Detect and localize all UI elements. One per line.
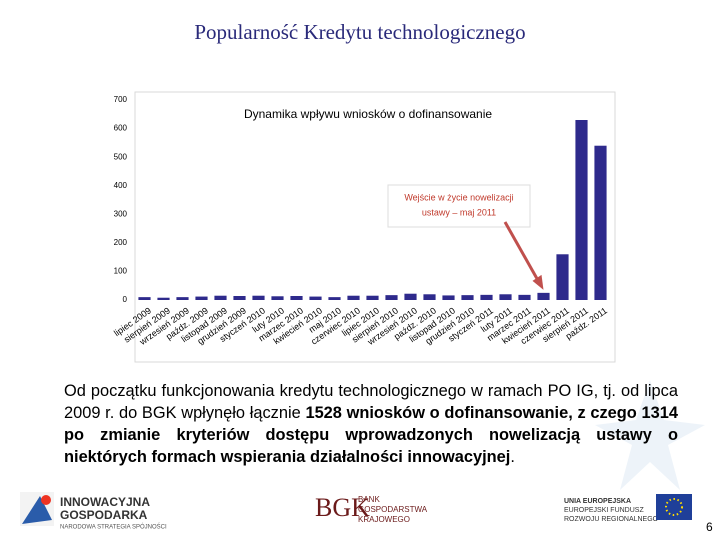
annotation-text: ustawy – maj 2011	[422, 207, 496, 217]
bar	[461, 295, 474, 300]
logo-text: BGK	[315, 493, 370, 522]
bar	[328, 297, 341, 300]
bar	[214, 295, 227, 300]
eu-flag	[656, 494, 692, 520]
y-tick-label: 100	[114, 267, 128, 276]
logo-text: EUROPEJSKI FUNDUSZ	[564, 507, 644, 514]
logo-text: UNIA EUROPEJSKA	[564, 498, 631, 505]
logo-text: NARODOWA STRATEGIA SPÓJNOŚCI	[60, 523, 167, 531]
bar	[442, 295, 455, 300]
page-number: 6	[706, 520, 713, 534]
logo-eu: UNIA EUROPEJSKA EUROPEJSKI FUNDUSZ ROZWO…	[564, 494, 692, 523]
background-stars	[595, 380, 705, 490]
chart-title: Dynamika wpływu wniosków o dofinansowani…	[244, 107, 492, 121]
bar	[252, 295, 265, 300]
bar	[404, 293, 417, 300]
body-segment: Od początku funkcjonowania kredytu techn…	[64, 382, 678, 422]
bar	[290, 296, 303, 300]
bar	[556, 254, 569, 300]
y-tick-label: 700	[114, 95, 128, 104]
bar	[423, 294, 436, 300]
bar	[233, 296, 246, 300]
bar	[537, 292, 550, 300]
logo-text: ROZWOJU REGIONALNEGO	[564, 516, 659, 523]
bar	[480, 294, 493, 300]
logo-text: KRAJOWEGO	[358, 515, 410, 524]
bar	[271, 296, 284, 300]
bar	[518, 294, 531, 300]
y-tick-label: 600	[114, 124, 128, 133]
logo-ig-dot	[41, 495, 51, 505]
body-segment: 1528 wniosków o dofinansowanie, z czego …	[64, 404, 678, 466]
annotation-arrowhead	[532, 274, 544, 290]
logo-ig: INNOWACYJNA GOSPODARKA NARODOWA STRATEGI…	[20, 492, 167, 531]
bar	[176, 297, 189, 300]
annotation-arrow	[503, 221, 542, 286]
logo-text: GOSPODARSTWA	[358, 505, 428, 514]
bar	[385, 295, 398, 300]
chart-frame	[134, 91, 616, 363]
y-tick-label: 0	[123, 295, 128, 304]
y-tick-label: 400	[114, 181, 128, 190]
y-tick-label: 500	[114, 152, 128, 161]
body-text: Od początku funkcjonowania kredytu techn…	[64, 380, 678, 468]
eu-stars	[665, 498, 683, 516]
bar	[594, 145, 607, 300]
bar	[157, 297, 170, 300]
logo-text: INNOWACYJNA	[60, 495, 150, 509]
annotation-text: Wejście w życie nowelizacji	[404, 192, 513, 202]
bar	[195, 296, 208, 300]
logo-text: BANK	[358, 495, 380, 504]
bar	[309, 296, 322, 300]
bar	[575, 120, 588, 300]
y-tick-label: 200	[114, 238, 128, 247]
slide-title: Popularność Kredytu technologicznego	[194, 20, 525, 44]
y-tick-label: 300	[114, 209, 128, 218]
bar	[138, 297, 151, 300]
body-segment: .	[510, 448, 515, 466]
bar	[347, 295, 360, 300]
bar	[499, 294, 512, 300]
logo-text: GOSPODARKA	[60, 508, 148, 522]
logo-bgk: BGK BANK GOSPODARSTWA KRAJOWEGO	[315, 493, 428, 524]
annotation-box	[387, 184, 531, 228]
logo-ig-shape	[22, 496, 52, 524]
bar	[366, 295, 379, 300]
